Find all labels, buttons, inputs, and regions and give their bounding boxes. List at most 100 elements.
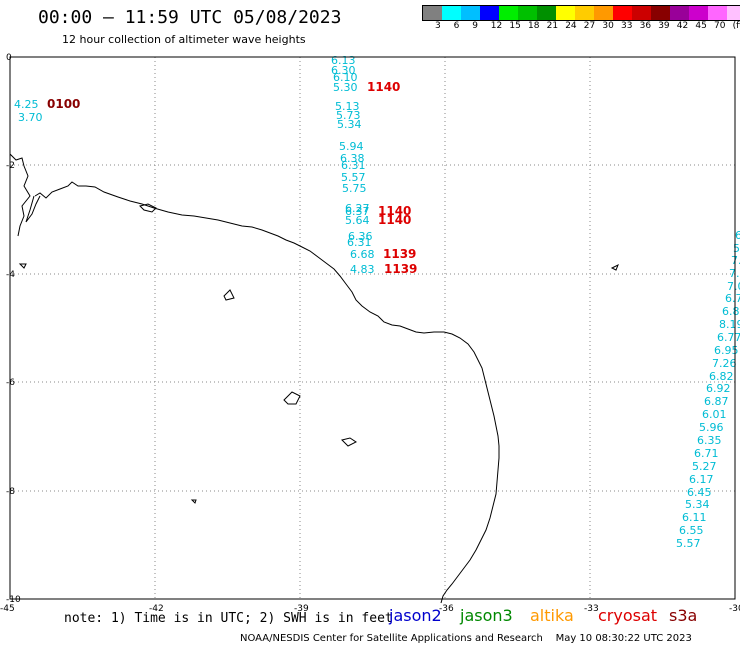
island-small-2 xyxy=(223,289,235,301)
x-tick-label: -39 xyxy=(294,604,309,614)
island-small-4 xyxy=(341,437,357,447)
legend-label: 21 xyxy=(546,21,559,31)
swh-value: 5.34 xyxy=(685,498,710,511)
island-small-5 xyxy=(610,263,619,271)
swh-value: 4.83 xyxy=(350,263,375,276)
legend-label: 24 xyxy=(565,21,577,31)
legend-swatch xyxy=(461,6,480,20)
swh-value: 6.87 xyxy=(704,395,729,408)
map-frame xyxy=(9,56,736,600)
legend-label: 42 xyxy=(676,21,689,31)
swh-value: 6.36 xyxy=(348,230,373,243)
legend-swatch xyxy=(518,6,537,20)
legend-label: 70 xyxy=(714,21,726,31)
legend-label: 6 xyxy=(453,21,460,31)
swh-value: 6.31 xyxy=(347,236,372,249)
legend-swatch xyxy=(423,6,442,20)
x-tick-label: -36 xyxy=(439,604,454,614)
x-tick-label: -33 xyxy=(584,604,599,614)
swh-value: 6.82 xyxy=(722,305,740,318)
lat-lon-grid: -45-42-39-36-33-300-2-4-6-8-10 xyxy=(0,53,740,614)
x-tick-label: -30 xyxy=(729,604,740,614)
swh-value: 5.27 xyxy=(692,460,717,473)
legend-label: 12 xyxy=(490,21,503,31)
legend-label: 3 xyxy=(435,21,441,31)
satellite-label-s3a: s3a xyxy=(669,606,698,625)
swh-value: 6.7 xyxy=(725,292,740,305)
coastline xyxy=(9,153,619,604)
time-label: 1140 xyxy=(378,213,411,227)
y-tick-label: -4 xyxy=(6,270,15,280)
swh-value: 7.26 xyxy=(712,357,737,370)
swh-value: 5.57 xyxy=(341,171,366,184)
legend-swatch xyxy=(556,6,575,20)
y-tick-label: 0 xyxy=(6,53,12,63)
x-tick-label: -42 xyxy=(149,604,164,614)
legend-label: 30 xyxy=(602,21,614,31)
swh-value: 7.0 xyxy=(727,280,740,293)
legend-label: 33 xyxy=(621,21,633,31)
legend-label: 27 xyxy=(583,21,596,31)
legend-swatch xyxy=(537,6,556,20)
swh-value: 6.37 xyxy=(345,205,370,218)
legend-label: 9 xyxy=(472,21,478,31)
swh-value: 5.64 xyxy=(345,214,370,227)
legend-swatch xyxy=(575,6,594,20)
swh-value: 5.75 xyxy=(342,182,367,195)
swh-value: 6.30 xyxy=(331,64,356,77)
legend-swatch xyxy=(480,6,499,20)
legend-label: 18 xyxy=(528,21,540,31)
swh-value: 6.71 xyxy=(694,447,719,460)
chart-subtitle: 12 hour collection of altimeter wave hei… xyxy=(62,33,306,46)
legend-swatch xyxy=(594,6,613,20)
y-tick-label: -6 xyxy=(6,378,15,388)
time-label: 1139 xyxy=(384,262,417,276)
chart-title: 00:00 – 11:59 UTC 05/08/2023 xyxy=(38,7,342,28)
swh-value: 6.17 xyxy=(689,473,714,486)
swh-value: 6.35 xyxy=(697,434,722,447)
satellite-label-altika: altika xyxy=(530,606,574,625)
note-text: note: 1) Time is in UTC; 2) SWH is in fe… xyxy=(64,611,393,626)
satellite-label-jason2: jason2 xyxy=(389,606,442,625)
swh-value: 6.31 xyxy=(341,159,366,172)
island-outline xyxy=(9,153,41,237)
time-label: 0100 xyxy=(47,97,80,111)
swh-value: 5.30 xyxy=(333,81,358,94)
satellite-label-cryosat: cryosat xyxy=(598,606,658,625)
swh-value: 6.68 xyxy=(350,248,375,261)
swh-value: 6.45 xyxy=(687,486,712,499)
legend-swatch xyxy=(708,6,727,20)
island-small-3 xyxy=(283,391,301,405)
swh-value: 8.19 xyxy=(719,318,740,331)
legend-swatch xyxy=(442,6,461,20)
legend-swatch xyxy=(632,6,651,20)
swh-value: 5 xyxy=(733,242,740,255)
swh-value: 6.77 xyxy=(717,331,740,344)
swh-value: 4.25 xyxy=(14,98,39,111)
swh-value: 6.92 xyxy=(706,382,731,395)
island-small-1 xyxy=(139,203,157,213)
legend-label: 36 xyxy=(639,21,652,31)
swh-value: 5.96 xyxy=(699,421,724,434)
legend-label: 15 xyxy=(509,21,521,31)
swh-value: 6.01 xyxy=(702,408,727,421)
swh-value: 5.94 xyxy=(339,140,364,153)
legend-label: 39 xyxy=(658,21,670,31)
legend-swatch xyxy=(499,6,518,20)
swh-value: 6.10 xyxy=(333,71,358,84)
swh-value: 7. xyxy=(729,267,740,280)
time-label: 1140 xyxy=(367,80,400,94)
swh-value: 6.82 xyxy=(709,370,734,383)
swh-value: 6 xyxy=(735,229,740,242)
legend-swatch xyxy=(613,6,632,20)
island-small-6 xyxy=(18,263,27,269)
swh-value: 6.95 xyxy=(714,344,739,357)
legend-label: (ft) xyxy=(732,21,740,31)
satellite-label-jason3: jason3 xyxy=(460,606,513,625)
time-label: 1139 xyxy=(383,247,416,261)
x-tick-label: -45 xyxy=(0,604,15,614)
credit-text: NOAA/NESDIS Center for Satellite Applica… xyxy=(240,633,692,644)
swh-value: 5.13 xyxy=(335,100,360,113)
swh-value: 6.27 xyxy=(345,202,370,215)
